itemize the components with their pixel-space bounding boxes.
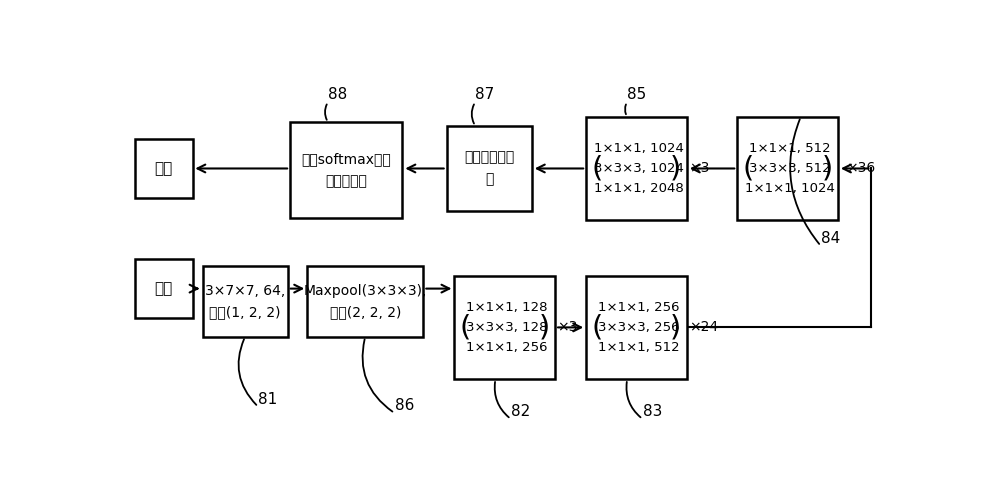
Text: 1×1×1, 128
3×3×3, 128
1×1×1, 256: 1×1×1, 128 3×3×3, 128 1×1×1, 256	[466, 301, 548, 354]
Text: 88: 88	[328, 87, 347, 102]
Text: 1×1×1, 1024
3×3×3, 1024
1×1×1, 2048: 1×1×1, 1024 3×3×3, 1024 1×1×1, 2048	[594, 142, 683, 195]
Text: 83: 83	[643, 404, 662, 419]
Text: 输出: 输出	[155, 161, 173, 176]
FancyArrowPatch shape	[626, 382, 641, 417]
Text: ×3: ×3	[689, 161, 710, 176]
Text: $)$: $)$	[669, 154, 680, 183]
Text: ×24: ×24	[689, 321, 718, 335]
Text: 84: 84	[821, 231, 840, 246]
Bar	[135, 259, 193, 318]
Text: 86: 86	[395, 398, 414, 413]
FancyArrowPatch shape	[472, 104, 474, 123]
Text: $)$: $)$	[669, 313, 680, 342]
Text: Maxpool(3×3×3),
步长(2, 2, 2): Maxpool(3×3×3), 步长(2, 2, 2)	[304, 284, 427, 319]
Text: 1×1×1, 256
3×3×3, 256
1×1×1, 512: 1×1×1, 256 3×3×3, 256 1×1×1, 512	[598, 301, 679, 354]
FancyArrowPatch shape	[495, 382, 509, 417]
Text: ×36: ×36	[846, 161, 875, 176]
Text: 85: 85	[627, 87, 646, 102]
FancyArrowPatch shape	[363, 339, 392, 411]
FancyArrowPatch shape	[325, 105, 327, 120]
Bar	[586, 117, 687, 220]
Text: 输入: 输入	[155, 281, 173, 296]
Bar	[454, 276, 555, 379]
Bar	[290, 122, 402, 218]
Text: $($: $($	[591, 313, 602, 342]
Text: $($: $($	[742, 154, 753, 183]
Text: 81: 81	[258, 392, 278, 407]
Bar	[447, 126, 532, 211]
FancyArrowPatch shape	[790, 120, 819, 244]
Bar	[586, 276, 687, 379]
Text: 1×1×1, 512
3×3×3, 512
1×1×1, 1024: 1×1×1, 512 3×3×3, 512 1×1×1, 1024	[745, 142, 835, 195]
Text: 全局平均池化
层: 全局平均池化 层	[464, 151, 514, 186]
Bar	[135, 139, 193, 198]
Bar	[737, 117, 838, 220]
Text: $($: $($	[591, 154, 602, 183]
Text: 带有softmax函数
的全连接层: 带有softmax函数 的全连接层	[301, 153, 391, 188]
Text: $)$: $)$	[538, 313, 548, 342]
Text: $)$: $)$	[821, 154, 831, 183]
Text: 82: 82	[511, 404, 530, 419]
Text: ×3: ×3	[557, 321, 578, 335]
Text: 87: 87	[475, 87, 495, 102]
FancyArrowPatch shape	[239, 339, 256, 405]
Bar	[202, 266, 288, 336]
Text: 3×7×7, 64,
步长(1, 2, 2): 3×7×7, 64, 步长(1, 2, 2)	[205, 284, 285, 319]
Bar	[307, 266, 423, 336]
Text: $($: $($	[459, 313, 470, 342]
